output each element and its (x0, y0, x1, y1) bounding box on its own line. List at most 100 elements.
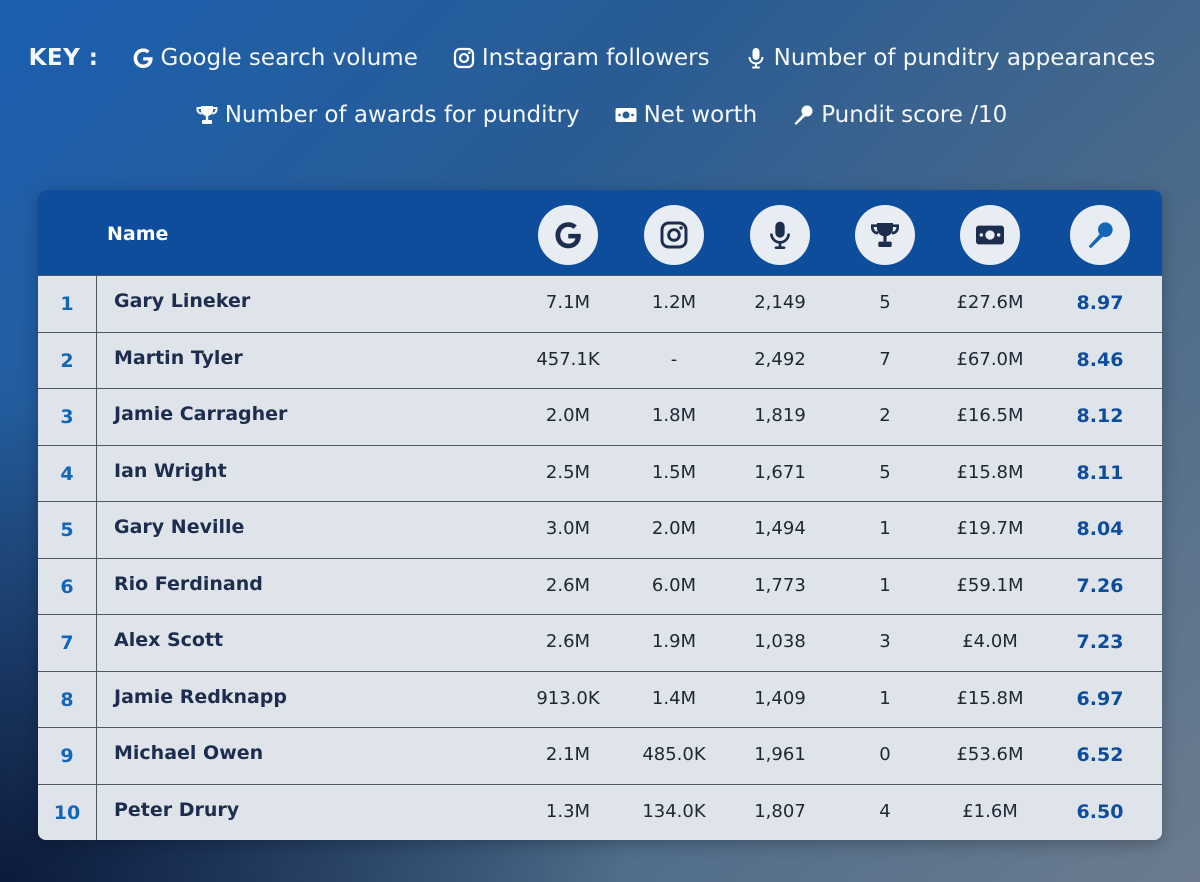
cell-score: 8.97 (1076, 292, 1124, 314)
table-header: Name (38, 190, 1162, 275)
table-row: 4 Ian Wright 2.5M 1.5M 1,671 5 £15.8M 8.11 (38, 444, 1162, 502)
cell-google: 2.6M (545, 574, 591, 596)
table-row: 7 Alex Scott 2.6M 1.9M 1,038 3 £4.0M 7.23 (38, 614, 1162, 671)
rank-number: 6 (60, 575, 74, 598)
rank-number: 1 (60, 293, 74, 315)
key-item-networth: Net worth (612, 101, 758, 129)
cell-appearances: 2,492 (754, 348, 806, 370)
cell-instagram: 1.2M (651, 292, 697, 313)
rank-cell: 7 (38, 615, 97, 671)
key-item-google: Google search volume (129, 44, 418, 72)
key-label-score: Pundit score /10 (821, 102, 1008, 128)
cell-google: 2.6M (545, 631, 591, 652)
cell-awards: 4 (879, 800, 891, 822)
cell-awards: 1 (879, 518, 891, 539)
cell-instagram: 6.0M (651, 574, 697, 596)
cell-net-worth: £27.6M (956, 292, 1024, 313)
rank-number: 9 (60, 745, 74, 767)
table-row: 6 Rio Ferdinand 2.6M 6.0M 1,773 1 £59.1M 7.26 (38, 557, 1162, 615)
cell-instagram: 2.0M (651, 518, 697, 539)
rank-cell: 8 (38, 671, 97, 728)
cell-net-worth: £15.8M (956, 461, 1024, 483)
table-row: 5 Gary Neville 3.0M 2.0M 1,494 1 £19.7M 8.04 (38, 501, 1162, 558)
key-row-2: Number of awards for punditry Net worth … (0, 101, 1200, 129)
trophy-icon (193, 101, 221, 129)
cell-net-worth: £16.5M (956, 405, 1024, 426)
money-icon (612, 101, 640, 129)
cell-google: 1.3M (545, 800, 591, 822)
key-label-networth: Net worth (643, 102, 758, 128)
cell-appearances: 1,409 (754, 687, 806, 709)
header-instagram-icon (644, 205, 704, 265)
cell-net-worth: £4.0M (962, 631, 1018, 652)
cell-net-worth: £59.1M (956, 574, 1024, 596)
cell-score: 6.52 (1076, 744, 1124, 766)
cell-score: 6.97 (1076, 687, 1124, 710)
cell-net-worth: £1.6M (962, 800, 1018, 822)
cell-appearances: 1,038 (754, 631, 806, 652)
cell-instagram: 1.5M (651, 461, 697, 483)
rank-number: 2 (60, 349, 74, 372)
header-trophy-icon (855, 205, 915, 265)
pundit-ranking-table: Name 1 Gary Lineker 7.1M 1.2M 2,149 5 £27.6M 8.… (38, 190, 1162, 840)
cell-instagram: 134.0K (642, 800, 706, 822)
cell-awards: 0 (879, 744, 891, 765)
cell-awards: 2 (879, 405, 891, 426)
cell-net-worth: £15.8M (956, 687, 1024, 709)
rank-number: 4 (60, 462, 74, 485)
key-label-awards: Number of awards for punditry (224, 102, 580, 128)
cell-score: 8.04 (1076, 518, 1124, 540)
pundit-name: Gary Neville (114, 516, 245, 538)
cell-awards: 5 (879, 461, 891, 483)
rank-number: 7 (60, 632, 74, 654)
cell-appearances: 1,494 (754, 518, 806, 539)
header-name: Name (107, 223, 169, 245)
rank-cell: 3 (38, 389, 97, 445)
cell-net-worth: £67.0M (956, 348, 1024, 370)
cell-awards: 1 (879, 574, 891, 596)
pundit-name: Martin Tyler (114, 346, 243, 369)
key-label-instagram: Instagram followers (481, 45, 710, 71)
header-handheld-mic-icon (1070, 205, 1130, 265)
cell-appearances: 1,961 (754, 744, 806, 765)
cell-instagram: 1.8M (651, 405, 697, 426)
rank-cell: 4 (38, 445, 97, 502)
table-row: 3 Jamie Carragher 2.0M 1.8M 1,819 2 £16.5M 8.12 (38, 388, 1162, 445)
pundit-name: Rio Ferdinand (114, 572, 263, 595)
table-row: 1 Gary Lineker 7.1M 1.2M 2,149 5 £27.6M 8.97 (38, 275, 1162, 332)
cell-appearances: 2,149 (754, 292, 806, 313)
key-row-1: KEY : Google search volume Instagram fol… (0, 44, 1200, 72)
handheld-mic-icon (789, 101, 817, 129)
cell-score: 8.12 (1076, 405, 1124, 427)
cell-appearances: 1,671 (754, 461, 806, 483)
pundit-name: Jamie Carragher (114, 403, 288, 425)
rank-cell: 5 (38, 502, 97, 558)
cell-google: 457.1K (536, 348, 600, 370)
rank-cell: 1 (38, 276, 97, 332)
rank-cell: 10 (38, 784, 97, 840)
google-icon (129, 44, 157, 72)
pundit-name: Ian Wright (114, 459, 227, 482)
pundit-name: Alex Scott (114, 629, 224, 651)
pundit-name: Michael Owen (114, 742, 264, 764)
pundit-name: Peter Drury (114, 798, 240, 821)
rank-number: 5 (60, 519, 74, 541)
cell-awards: 1 (879, 687, 891, 709)
table-row: 10 Peter Drury 1.3M 134.0K 1,807 4 £1.6M 6.50 (38, 783, 1162, 840)
cell-instagram: 1.4M (651, 687, 697, 709)
header-microphone-icon (750, 205, 810, 265)
rank-number: 10 (53, 801, 81, 824)
cell-google: 3.0M (545, 518, 591, 539)
rank-cell: 6 (38, 558, 97, 615)
microphone-icon (742, 44, 770, 72)
cell-instagram: 485.0K (642, 744, 706, 765)
cell-net-worth: £53.6M (956, 744, 1024, 765)
cell-awards: 7 (879, 348, 891, 370)
rank-number: 8 (60, 688, 74, 711)
table-row: 9 Michael Owen 2.1M 485.0K 1,961 0 £53.6M 6.52 (38, 727, 1162, 784)
key-item-instagram: Instagram followers (450, 44, 710, 72)
cell-appearances: 1,807 (754, 800, 806, 822)
instagram-icon (450, 44, 478, 72)
header-money-icon (960, 205, 1020, 265)
key-label-google: Google search volume (160, 45, 418, 71)
